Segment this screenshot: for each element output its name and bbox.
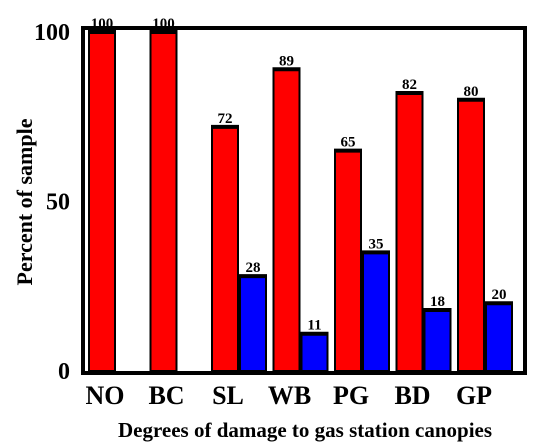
bar-bd-s1 <box>395 92 424 373</box>
data-label: 20 <box>492 287 507 303</box>
x-axis-label: Degrees of damage to gas station canopie… <box>118 418 492 442</box>
data-label: 18 <box>430 294 445 310</box>
data-label: 72 <box>218 111 233 127</box>
x-tick-label: SL <box>212 381 244 410</box>
bar-bc-s1 <box>149 31 178 372</box>
x-tick-label: BC <box>148 381 184 410</box>
x-tick-label: WB <box>268 381 311 410</box>
y-tick-labels: 0 50 100 <box>34 20 70 385</box>
x-tick-label: GP <box>456 381 492 410</box>
bar-no-s1 <box>88 31 116 372</box>
bar-sl-s2 <box>239 275 267 372</box>
x-tick-labels: NO BC SL WB PG BD GP <box>86 381 493 410</box>
data-label: 80 <box>464 84 479 100</box>
x-tick-label: NO <box>86 381 125 410</box>
data-label: 100 <box>152 16 175 32</box>
y-axis-label: Percent of sample <box>12 118 37 285</box>
plot-area-frame <box>81 26 527 375</box>
bars-group: 100 100 72 28 89 11 65 35 82 18 80 20 <box>88 16 513 373</box>
bar-wb-s2 <box>300 332 329 372</box>
x-tick-label: BD <box>394 381 430 410</box>
data-label: 89 <box>279 53 294 69</box>
bar-bd-s2 <box>423 308 452 373</box>
data-label: 82 <box>402 77 417 93</box>
x-tick-label: PG <box>333 381 369 410</box>
y-tick-label: 100 <box>34 20 70 46</box>
bar-wb-s1 <box>272 68 301 372</box>
data-label: 65 <box>341 135 356 151</box>
bar-sl-s1 <box>211 125 239 372</box>
y-tick-label: 50 <box>46 190 70 216</box>
bar-gp-s2 <box>485 302 513 373</box>
y-tick-label: 0 <box>58 359 70 385</box>
data-label: 35 <box>369 236 384 252</box>
data-label: 28 <box>246 260 261 276</box>
data-label: 100 <box>91 16 114 32</box>
bar-gp-s1 <box>457 98 485 373</box>
data-label: 11 <box>307 318 321 334</box>
bar-pg-s2 <box>362 251 390 373</box>
bar-pg-s1 <box>334 149 362 372</box>
